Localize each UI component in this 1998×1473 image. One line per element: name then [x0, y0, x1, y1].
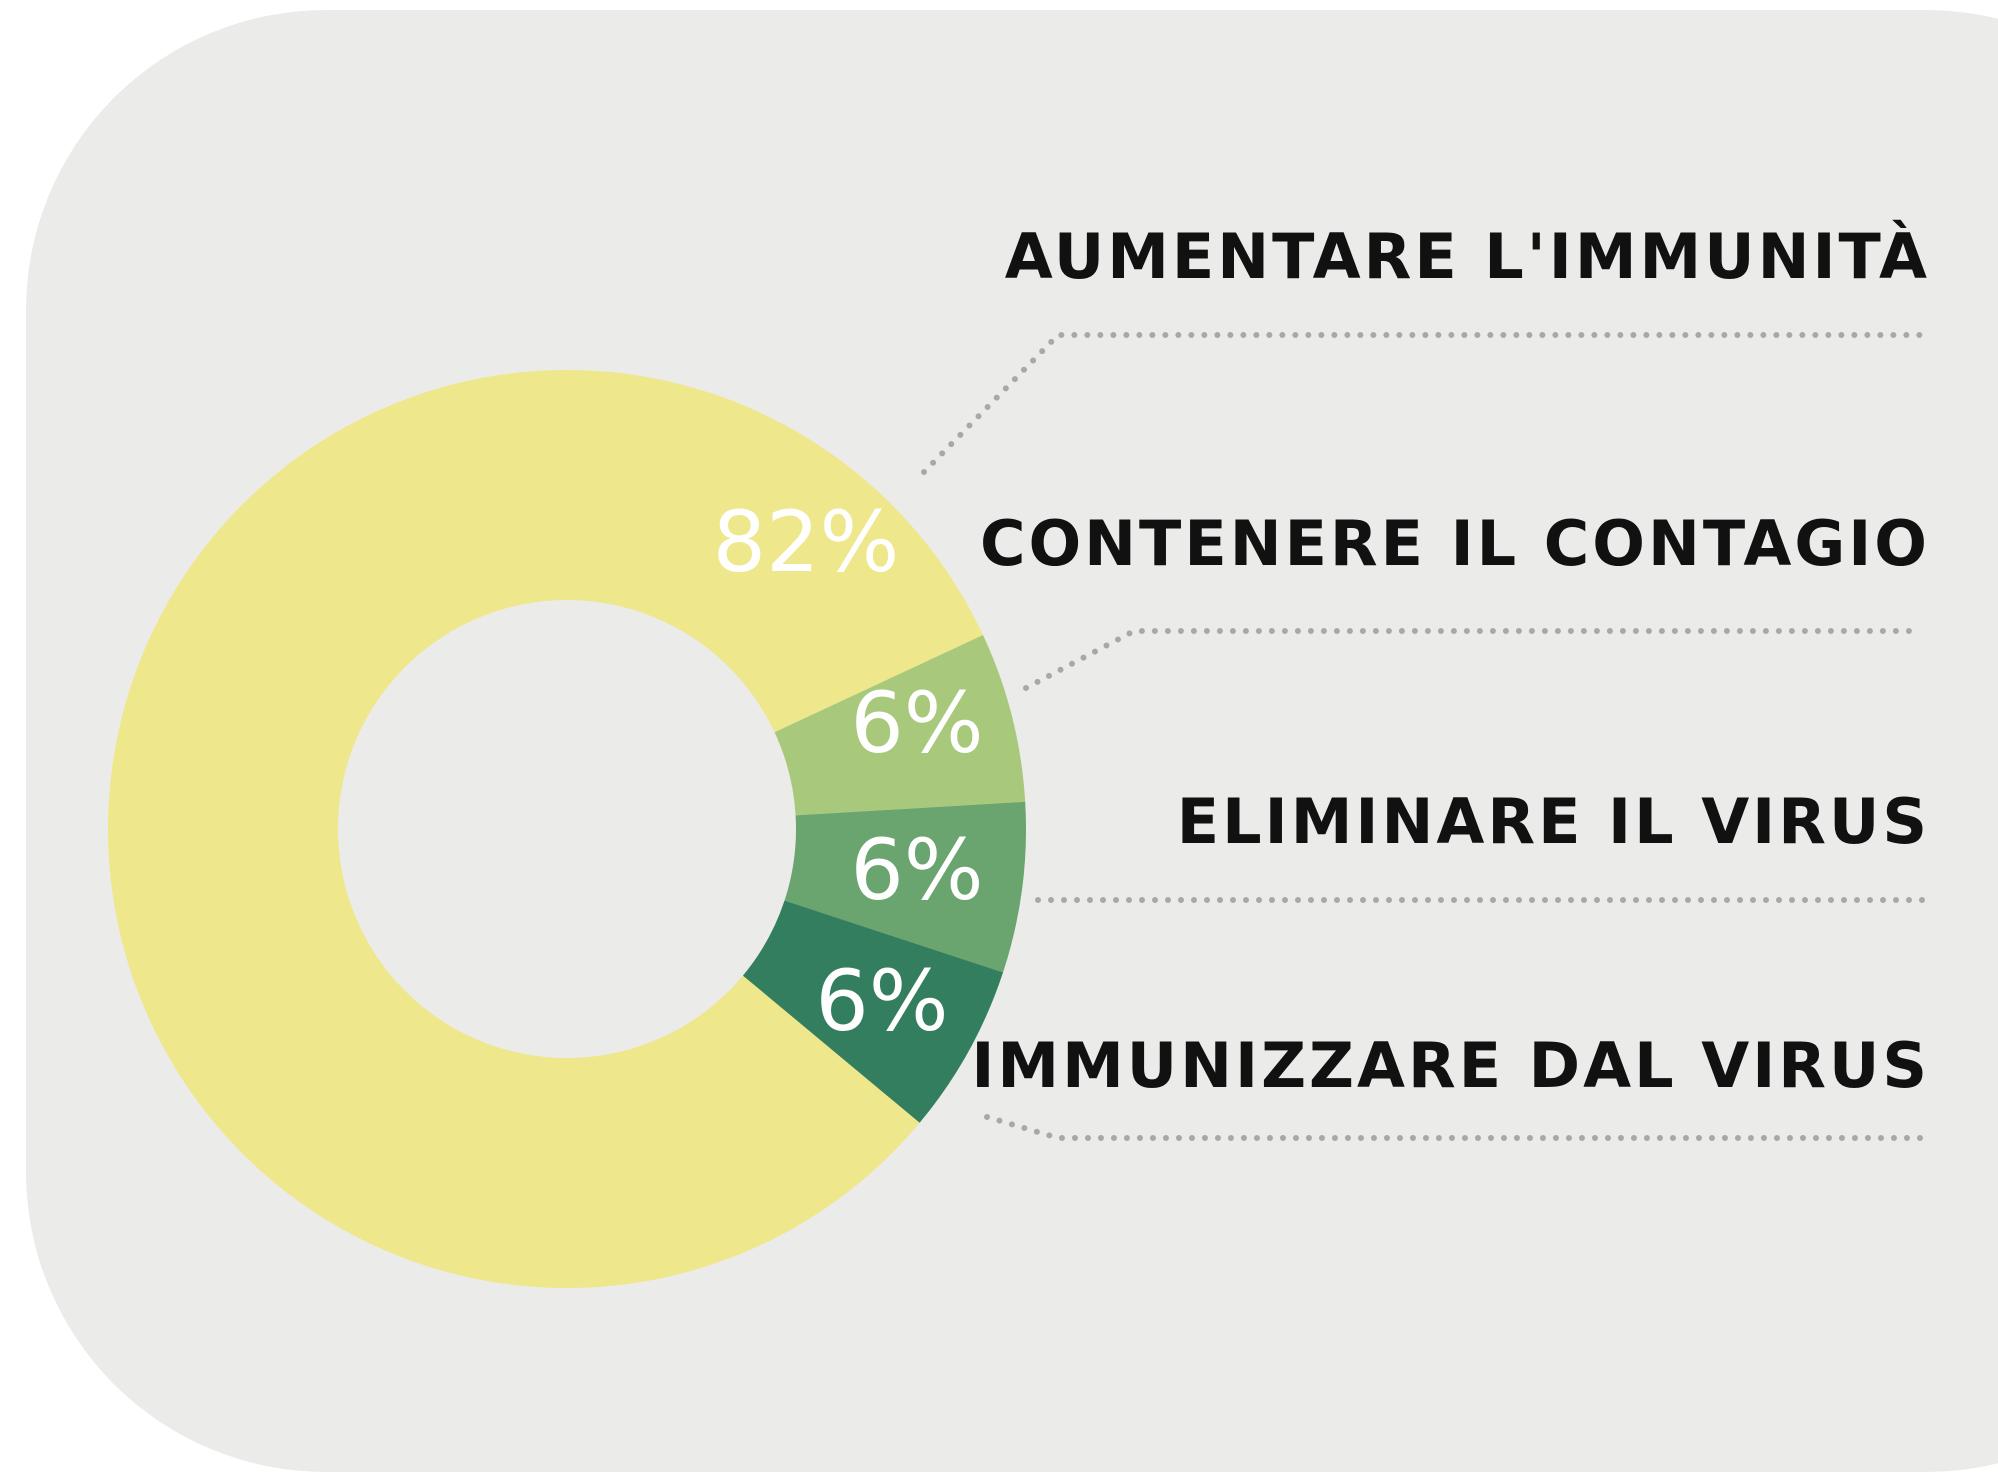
value-label: 82% — [713, 493, 900, 591]
value-label: 6% — [815, 952, 948, 1050]
donut-slice — [774, 635, 1026, 816]
legend-label: ELIMINARE IL VIRUS — [1177, 785, 1930, 858]
leader-line — [984, 1114, 1933, 1141]
leader-line — [1023, 628, 1919, 691]
donut-slice — [742, 900, 1004, 1123]
value-label: 6% — [850, 674, 983, 772]
legend-label: IMMUNIZZARE DAL VIRUS — [971, 1029, 1930, 1102]
legend-label: AUMENTARE L'IMMUNITÀ — [1005, 220, 1930, 293]
donut-slice — [784, 801, 1027, 973]
legend-label: CONTENERE IL CONTAGIO — [980, 507, 1930, 580]
leader-line — [921, 332, 1933, 475]
donut-slice — [107, 369, 983, 1288]
value-label: 6% — [850, 821, 983, 919]
